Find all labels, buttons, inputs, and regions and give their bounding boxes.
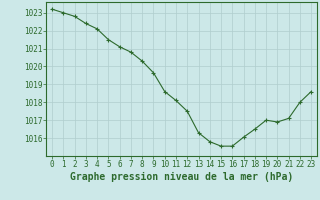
X-axis label: Graphe pression niveau de la mer (hPa): Graphe pression niveau de la mer (hPa) — [70, 172, 293, 182]
